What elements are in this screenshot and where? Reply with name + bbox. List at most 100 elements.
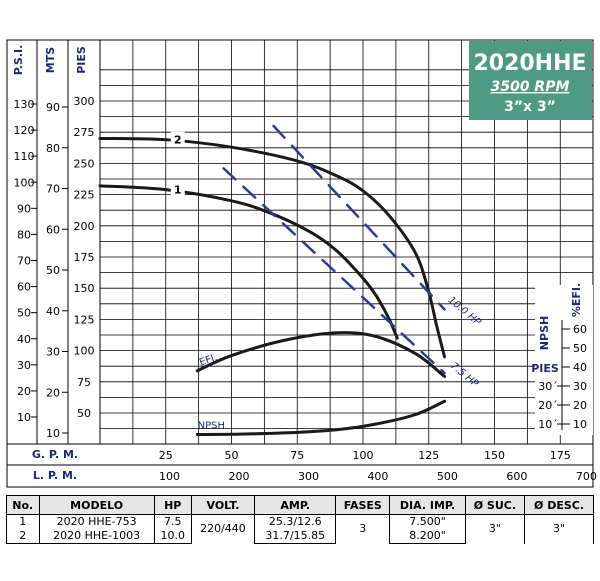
spec-table-header: No. MODELO HP VOLT. AMP. FASES DIA. IMP.… bbox=[6, 495, 594, 515]
model-header-box: 2020HHE 3500 RPM 3”x 3” bbox=[469, 41, 592, 120]
gpm-tick-label: 75 bbox=[290, 449, 304, 462]
psi-tick-label: 70 bbox=[17, 255, 31, 268]
psi-tick-label: 90 bbox=[17, 202, 31, 215]
col-dia-imp: DIA. IMP. bbox=[389, 495, 466, 515]
gpm-tick-label: 25 bbox=[159, 449, 173, 462]
psi-tick-label: 120 bbox=[14, 124, 35, 137]
left-axis-title: MTS bbox=[44, 47, 57, 73]
lpm-tick-label: 700 bbox=[576, 470, 597, 483]
npsh-tick-label: 10´ bbox=[538, 418, 558, 431]
right-scales: %EFI. NPSH PIES 10 20 30 40 50 60 10´ 20´ 30´ bbox=[531, 283, 593, 435]
cell-modelo: 2020 HHE-753 bbox=[38, 514, 155, 529]
suc-value: 3" bbox=[488, 522, 501, 536]
table-row: 1 2020 HHE-753 7.5 220/440 25.3/12.6 3 7… bbox=[6, 514, 594, 544]
efi-tick-label: 10 bbox=[573, 418, 587, 431]
efi-tick-label: 50 bbox=[573, 342, 587, 355]
series-npsh-line bbox=[195, 399, 447, 436]
cell-no: 1 bbox=[6, 514, 40, 529]
cell-desc: 3" bbox=[524, 514, 594, 544]
cell-fases: 3 bbox=[335, 514, 391, 544]
lpm-axis-title: L. P. M. bbox=[33, 469, 77, 482]
col-volt: VOLT. bbox=[190, 495, 256, 515]
gpm-tick-label: 125 bbox=[418, 449, 439, 462]
efi-axis-title: %EFI. bbox=[570, 283, 583, 317]
volt-value: 220/440 bbox=[200, 522, 246, 536]
lpm-tick-label: 200 bbox=[228, 470, 249, 483]
psi-tick-label: 10 bbox=[17, 411, 31, 424]
lpm-tick-label: 500 bbox=[437, 470, 458, 483]
efi-tick-label: 40 bbox=[573, 361, 587, 374]
mts-tick-label: 20 bbox=[46, 386, 60, 399]
lpm-tick-label: 100 bbox=[159, 470, 180, 483]
model-name: 2020HHE bbox=[473, 51, 586, 76]
npsh-unit-label: PIES bbox=[531, 362, 559, 375]
psi-tick-label: 60 bbox=[17, 281, 31, 294]
curve-label: 2 bbox=[174, 134, 182, 147]
mts-tick-label: 50 bbox=[46, 264, 60, 277]
cell-amp: 31.7/15.85 bbox=[254, 529, 337, 544]
col-no: No. bbox=[6, 495, 40, 515]
mts-tick-label: 70 bbox=[46, 183, 60, 196]
hp-label: 7.5 HP bbox=[448, 360, 481, 390]
efi-tick-label: 60 bbox=[573, 323, 587, 336]
gpm-tick-label: 100 bbox=[353, 449, 374, 462]
model-header-bg bbox=[469, 41, 592, 120]
cell-dia: 7.500" bbox=[389, 514, 466, 529]
psi-tick-label: 40 bbox=[17, 333, 31, 346]
series-power-line bbox=[272, 124, 446, 311]
gpm-tick-label: 50 bbox=[225, 449, 239, 462]
pies-tick-label: 300 bbox=[74, 95, 95, 108]
cell-hp: 10.0 bbox=[153, 529, 192, 544]
cell-suc: 3" bbox=[464, 514, 526, 544]
pies-tick-label: 150 bbox=[74, 282, 95, 295]
mts-tick-label: 80 bbox=[46, 142, 60, 155]
spec-table: No. MODELO HP VOLT. AMP. FASES DIA. IMP.… bbox=[6, 495, 594, 544]
right-scale-panel bbox=[535, 285, 593, 435]
npsh-axis-title: NPSH bbox=[538, 316, 551, 350]
pies-tick-label: 200 bbox=[74, 220, 95, 233]
col-suc: Ø SUC. bbox=[464, 495, 526, 515]
series-head-line bbox=[98, 184, 399, 340]
series-efficiency-line bbox=[195, 331, 447, 378]
psi-tick-label: 80 bbox=[17, 228, 31, 241]
desc-value: 3" bbox=[552, 522, 566, 536]
mts-tick-label: 30 bbox=[46, 346, 60, 359]
series-head-line bbox=[98, 136, 447, 359]
psi-tick-label: 50 bbox=[17, 307, 31, 320]
pies-tick-label: 125 bbox=[74, 313, 95, 326]
psi-tick-label: 20 bbox=[17, 385, 31, 398]
gpm-axis-title: G. P. M. bbox=[32, 448, 78, 461]
series-power-line bbox=[222, 167, 446, 375]
cell-no: 2 bbox=[6, 529, 40, 544]
mts-tick-label: 40 bbox=[46, 305, 60, 318]
model-size: 3”x 3” bbox=[504, 99, 556, 115]
curve-label-bg bbox=[170, 181, 185, 196]
npsh-label: NPSH bbox=[198, 420, 225, 431]
efi-tick-label: 30 bbox=[573, 380, 587, 393]
psi-tick-label: 130 bbox=[14, 98, 35, 111]
pies-tick-label: 100 bbox=[74, 345, 95, 358]
lpm-tick-label: 300 bbox=[298, 470, 319, 483]
pies-tick-label: 75 bbox=[77, 376, 91, 389]
cell-modelo: 2020 HHE-1003 bbox=[38, 529, 155, 544]
mts-tick-label: 60 bbox=[46, 223, 60, 236]
lpm-tick-label: 600 bbox=[506, 470, 527, 483]
cell-amp: 25.3/12.6 bbox=[254, 514, 337, 529]
col-amp: AMP. bbox=[254, 495, 337, 515]
gpm-tick-label: 150 bbox=[484, 449, 505, 462]
cell-volt: 220/440 bbox=[190, 514, 256, 544]
psi-tick-label: 30 bbox=[17, 359, 31, 372]
efi-tick-label: 20 bbox=[573, 399, 587, 412]
left-scales: P.S.I. MTS PIES 10 20 30 40 50 60 70 80 90 100 110 120… bbox=[12, 45, 95, 440]
cell-hp: 7.5 bbox=[153, 514, 192, 529]
col-desc: Ø DESC. bbox=[524, 495, 594, 515]
grid bbox=[7, 40, 593, 466]
col-fases: FASES bbox=[335, 495, 391, 515]
mts-tick-label: 90 bbox=[46, 101, 60, 114]
pies-tick-label: 250 bbox=[74, 157, 95, 170]
cell-dia: 8.200" bbox=[389, 529, 466, 544]
pies-tick-label: 225 bbox=[74, 189, 95, 202]
left-axis-title: PIES bbox=[75, 46, 88, 74]
series-layer bbox=[98, 124, 447, 436]
